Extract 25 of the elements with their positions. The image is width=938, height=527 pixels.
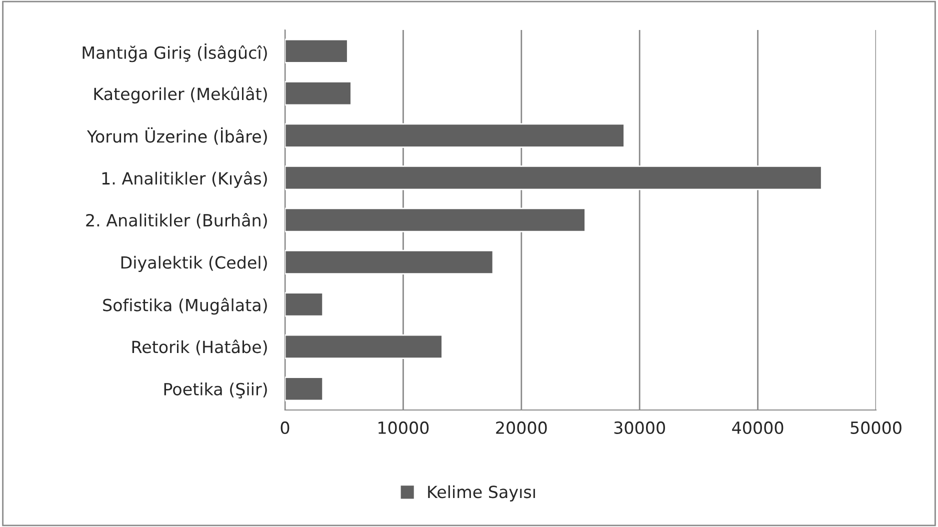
bar xyxy=(285,334,443,359)
bar xyxy=(285,81,352,106)
x-tick-label: 40000 xyxy=(732,421,784,434)
bar xyxy=(285,165,822,190)
x-tick-label: 50000 xyxy=(850,421,902,434)
y-tick-label: Yorum Üzerine (İbâre) xyxy=(86,127,267,145)
bar xyxy=(285,250,494,275)
y-tick-label: Retorik (Hatâbe) xyxy=(132,340,267,356)
legend-label: Kelime Sayısı xyxy=(428,485,535,502)
bar xyxy=(285,123,625,148)
y-tick-label: 1. Analitikler (Kıyâs) xyxy=(102,171,267,188)
bar xyxy=(285,38,348,64)
x-tick-label: 30000 xyxy=(614,421,665,434)
x-tick-label: 0 xyxy=(280,421,290,434)
bar xyxy=(285,376,324,402)
x-tick-label: 20000 xyxy=(496,421,547,434)
y-tick-label: 2. Analitikler (Burhân) xyxy=(86,213,267,229)
y-tick-label: Diyalektik (Cedel) xyxy=(121,256,267,272)
y-tick-label: Poetika (Şiir) xyxy=(164,382,267,398)
bar xyxy=(285,208,586,232)
y-tick-label: Kategoriler (Mekûlât) xyxy=(94,86,267,104)
bar xyxy=(285,292,324,317)
x-tick-label: 10000 xyxy=(378,421,429,434)
y-tick-label: Mantığa Giriş (İsâgûcî) xyxy=(82,44,267,62)
y-tick-label: Sofistika (Mugâlata) xyxy=(103,298,267,315)
